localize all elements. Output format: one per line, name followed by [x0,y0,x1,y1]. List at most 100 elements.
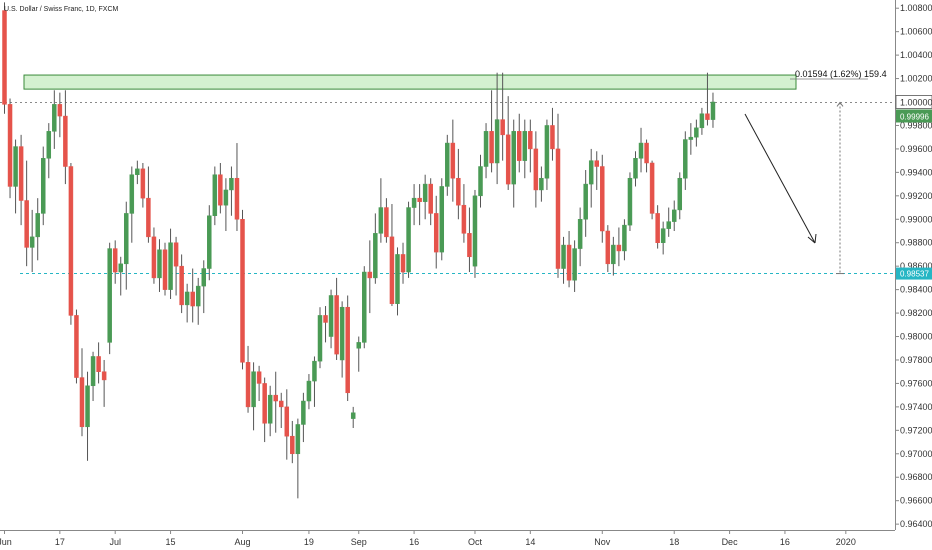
candle-body [356,342,361,349]
candle-body [350,412,356,419]
candle-body [422,183,428,202]
price-tag-box [896,109,932,123]
x-tick-label: 15 [166,537,176,547]
candle-body [644,142,649,164]
candle-body [223,189,229,206]
y-tick-label: 0.98000 [900,332,932,342]
candle-body [511,131,516,185]
y-tick-label: 0.97400 [900,402,932,412]
candle-body [40,158,46,214]
candle-body [428,183,433,214]
y-tick-label: 0.97000 [900,449,932,459]
candle-body [157,249,162,279]
candle-body [605,230,611,265]
y-tick-label: 0.98800 [900,238,932,248]
candle-body [472,195,478,267]
x-tick-label: Jul [109,537,121,547]
y-tick-label: 1.00600 [900,27,932,37]
candle-body [135,168,140,175]
candle-body [528,131,533,150]
candle-body [129,174,135,214]
support-tag-label: 0.98537 [900,270,929,279]
candle-body [234,177,240,220]
y-tick-label: 0.99600 [900,144,932,154]
candle-body [384,207,389,238]
measure-arrow-icon [836,101,844,107]
candle-body [273,394,278,402]
candle-body [666,221,671,229]
candle-body [378,207,384,234]
candle-body [190,291,195,307]
candle-body [290,435,295,455]
candle-body [627,177,633,226]
candle-body [52,104,57,132]
current-price-box [895,95,932,109]
candle-body [633,158,638,179]
y-tick-label: 0.96800 [900,472,932,482]
candle-body [572,248,577,281]
candle-body [649,162,655,214]
candle-body [301,400,306,425]
candle-body [262,383,267,424]
candle-body [173,242,179,267]
candle-body [35,213,40,238]
resistance-zone [23,74,797,90]
candle-body [705,113,710,120]
candle-body [655,213,660,243]
candle-body [63,115,68,167]
candle-body [671,209,677,222]
candle-body [328,295,334,337]
candle-body [218,174,223,206]
candle-body [544,125,550,179]
candle-body [699,113,705,129]
candle-body [622,224,627,252]
candle-body [251,371,256,408]
candle-body [334,295,339,355]
x-tick-label: 2020 [836,537,856,547]
candle-body [456,177,461,206]
candle-body [18,146,24,201]
candle-body [489,131,494,164]
candle-body [79,377,85,428]
candle-body [577,219,583,249]
x-tick-label: 16 [409,537,419,547]
y-tick-label: 0.98400 [900,285,932,295]
candle-body [146,197,151,238]
candle-body [317,315,323,362]
y-tick-label: 0.99200 [900,191,932,201]
candle-body [90,356,96,387]
x-tick-label: 16 [780,537,790,547]
candle-body [500,119,505,136]
chart-title: U.S. Dollar / Swiss Franc, 1D, FXCM [4,6,119,13]
x-tick-label: 18 [669,537,679,547]
candle-body [195,285,201,307]
candle-body [417,197,422,202]
candle-body [461,204,467,234]
x-tick-label: Jun [0,537,12,547]
candle-body [467,233,472,258]
candle-body [96,356,101,372]
candle-body [85,385,90,428]
candle-body [13,146,18,187]
candle-body [151,236,157,279]
candle-body [339,306,345,361]
y-tick-label: 0.96400 [900,519,932,529]
forecast-arrow-line [744,113,816,244]
y-tick-label: 0.99400 [900,167,932,177]
price-tag-label: 0.99996 [900,112,929,121]
candle-body [439,186,445,253]
candle-body [306,380,312,402]
candle-body [295,424,301,455]
current-price-label: 1.00000 [900,97,932,107]
candle-body [505,134,511,185]
candle-body [594,160,599,167]
candle-body [201,268,207,287]
candle-body [112,248,118,273]
y-tick-label: 0.96600 [900,496,932,506]
x-tick-label: Nov [594,537,611,547]
candle-body [101,371,107,381]
candle-body [57,104,63,117]
candle-body [362,271,367,343]
